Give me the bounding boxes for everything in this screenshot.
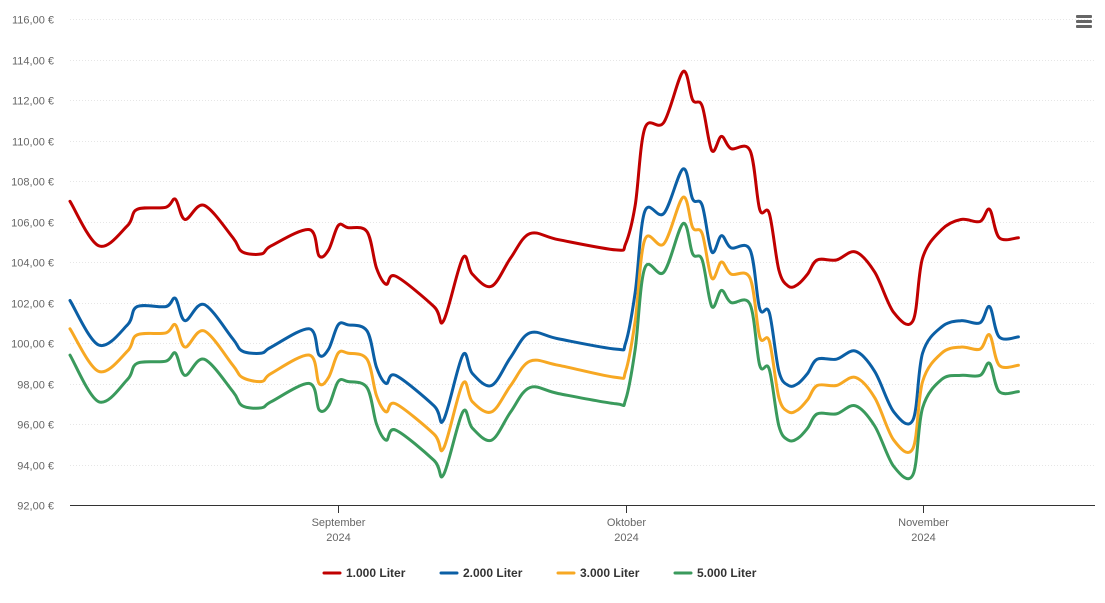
x-tick-year: 2024 xyxy=(911,532,935,544)
y-tick-label: 92,00 € xyxy=(17,501,54,513)
x-tick-year: 2024 xyxy=(614,532,638,544)
y-tick-label: 114,00 € xyxy=(12,56,54,68)
legend-label: 1.000 Liter xyxy=(346,566,406,580)
x-tick-label: September xyxy=(312,517,366,529)
x-tick-label: Oktober xyxy=(607,517,646,529)
y-tick-label: 96,00 € xyxy=(17,420,54,432)
legend-label: 2.000 Liter xyxy=(463,566,523,580)
y-tick-label: 116,00 € xyxy=(12,15,54,27)
series-line-2 xyxy=(68,167,1020,426)
y-tick-label: 102,00 € xyxy=(11,299,54,311)
series-line-4 xyxy=(68,221,1020,481)
x-tick-year: 2024 xyxy=(326,532,350,544)
x-tick-label: November xyxy=(898,517,949,529)
y-tick-label: 98,00 € xyxy=(17,380,54,392)
legend-label: 3.000 Liter xyxy=(580,566,640,580)
legend: 1.000 Liter 2.000 Liter 3.000 Liter 5.000 L… xyxy=(322,566,757,580)
series-line-1 xyxy=(68,70,1020,326)
legend-label: 5.000 Liter xyxy=(697,566,757,580)
y-axis: 92,00 € 94,00 € 96,00 € 98,00 € 100,00 € 102,… xyxy=(11,15,54,513)
x-axis: September 2024 Oktober 2024 November 2024 xyxy=(70,505,1095,544)
y-tick-label: 94,00 € xyxy=(17,461,54,473)
y-tick-label: 100,00 € xyxy=(11,339,54,351)
y-tick-label: 112,00 € xyxy=(12,96,54,108)
series-lines xyxy=(68,70,1020,481)
y-tick-label: 104,00 € xyxy=(11,258,54,270)
hamburger-menu-icon[interactable] xyxy=(1070,10,1098,34)
y-tick-label: 110,00 € xyxy=(12,137,54,149)
y-tick-label: 108,00 € xyxy=(11,177,54,189)
y-tick-label: 106,00 € xyxy=(11,218,54,230)
series-line-3 xyxy=(68,195,1020,454)
